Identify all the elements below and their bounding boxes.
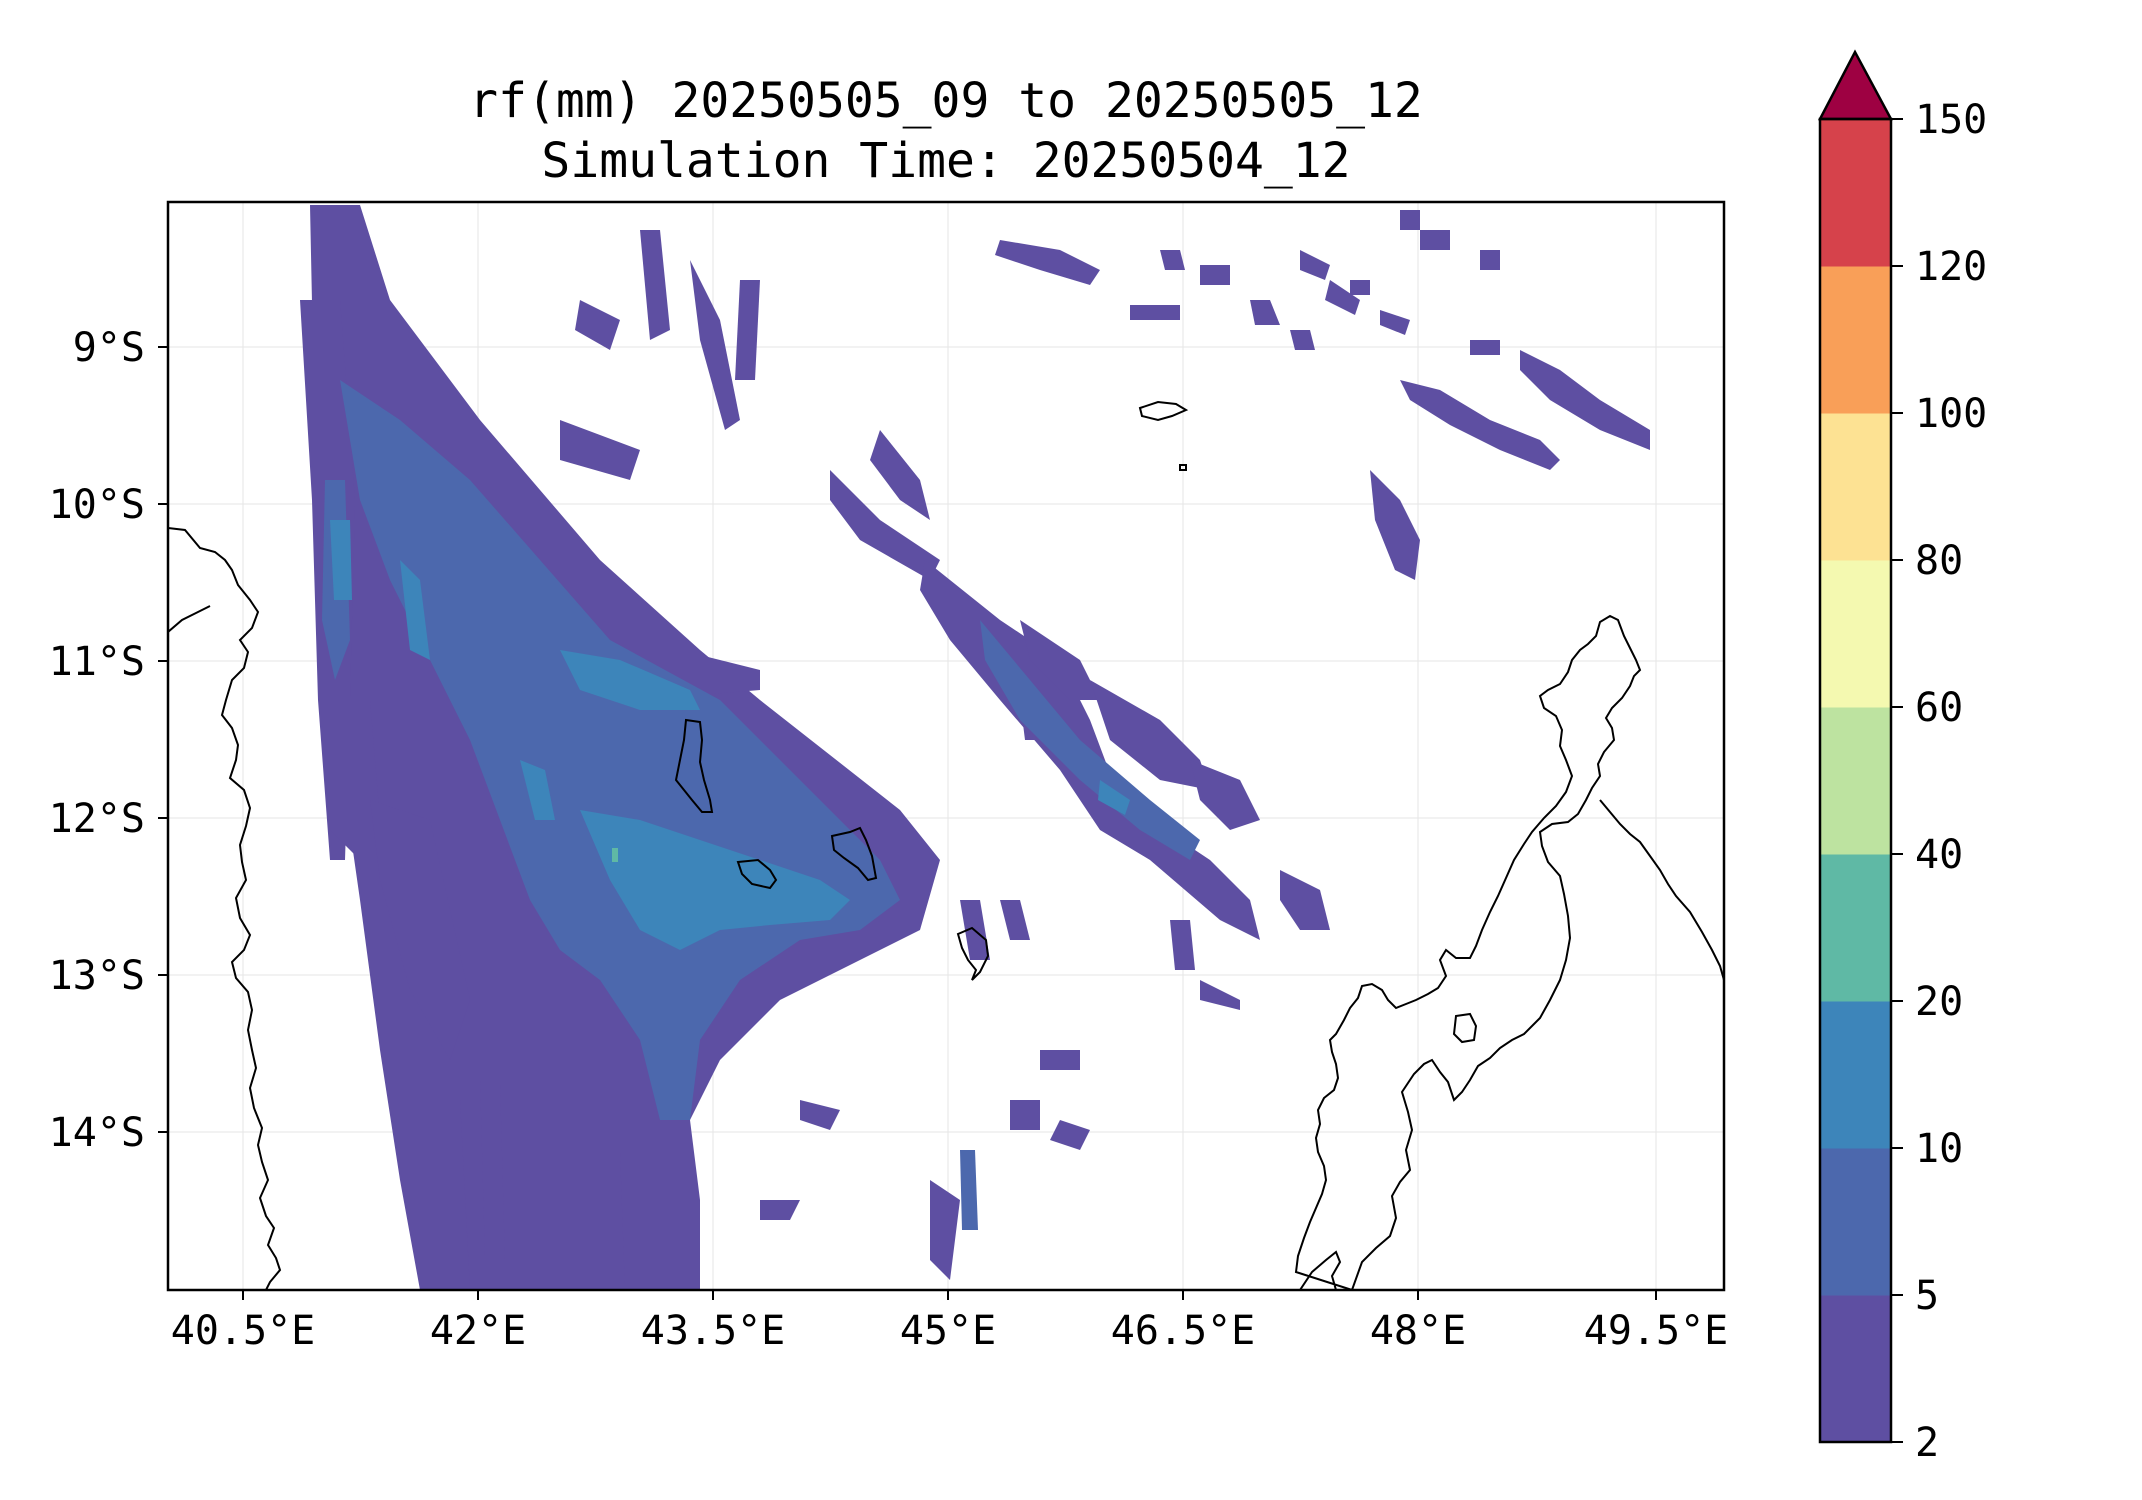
- colorbar-tick-label: 5: [1915, 1273, 1939, 1319]
- colorbar-tick-label: 40: [1915, 832, 1963, 878]
- colorbar: 2 5 10 20 40 60 80 100 120 150: [1817, 49, 1987, 1466]
- colorbar-frame: [1818, 117, 1893, 1444]
- nosy-be-outline: [1452, 1012, 1478, 1044]
- colorbar-extend-arrow: [1817, 49, 1894, 121]
- lon-tick-label: 48°E: [1370, 1308, 1466, 1354]
- lat-tick-label: 10°S: [49, 482, 145, 528]
- colorbar-band: [1820, 413, 1891, 561]
- glorioso-islet: [1179, 464, 1187, 471]
- colorbar-band: [1820, 119, 1891, 267]
- lat-tick-label: 9°S: [73, 325, 145, 371]
- lat-tick-label: 14°S: [49, 1110, 145, 1156]
- colorbar-tick-label: 100: [1915, 391, 1987, 437]
- colorbar-band: [1820, 1001, 1891, 1149]
- mayotte-outline: [956, 926, 990, 981]
- colorbar-band: [1820, 854, 1891, 1002]
- colorbar-tick-label: 10: [1915, 1126, 1963, 1172]
- rainfall-band-10-20: [330, 520, 1130, 950]
- longitude-ticks: [242, 1290, 1657, 1300]
- colorbar-tick-label: 60: [1915, 685, 1963, 731]
- longitude-labels: 40.5°E 42°E 43.5°E 45°E 46.5°E 48°E 49.5…: [171, 1308, 1729, 1354]
- lon-tick-label: 46.5°E: [1111, 1308, 1256, 1354]
- lon-tick-label: 40.5°E: [171, 1308, 316, 1354]
- coastlines: [168, 400, 1724, 1290]
- moheli-outline: [736, 858, 778, 890]
- colorbar-tick-label: 2: [1915, 1420, 1939, 1466]
- mozambique-coastline: [168, 527, 282, 1290]
- colorbar-band: [1820, 266, 1891, 414]
- glorioso-islands-outline: [1138, 400, 1189, 422]
- lon-tick-label: 43.5°E: [641, 1308, 786, 1354]
- title-line-1: rf(mm) 20250505_09 to 20250505_12: [469, 73, 1423, 129]
- title-line-2: Simulation Time: 20250504_12: [541, 133, 1351, 189]
- map-area: [168, 202, 1724, 1290]
- latitude-ticks: [158, 346, 168, 1133]
- colorbar-tick-label: 120: [1915, 244, 1987, 290]
- colorbar-band: [1820, 1295, 1891, 1443]
- colorbar-tick-label: 80: [1915, 538, 1963, 584]
- colorbar-ticks: 2 5 10 20 40 60 80 100 120 150: [1891, 97, 1987, 1466]
- madagascar-coastline: [1294, 614, 1642, 1290]
- rainfall-band-20-40: [612, 848, 618, 862]
- colorbar-tick-label: 20: [1915, 979, 1963, 1025]
- lat-tick-label: 12°S: [49, 796, 145, 842]
- colorbar-tick-label: 150: [1915, 97, 1987, 143]
- grande-comore-outline: [674, 718, 714, 813]
- mozambique-coast-inland-edge: [168, 605, 211, 633]
- colorbar-band: [1820, 1148, 1891, 1296]
- colorbar-band: [1820, 560, 1891, 708]
- latitude-labels: 9°S 10°S 11°S 12°S 13°S 14°S: [49, 325, 145, 1156]
- map-frame: [166, 200, 1726, 1292]
- lat-tick-label: 11°S: [49, 639, 145, 685]
- colorbar-bands: [1820, 119, 1891, 1443]
- lat-tick-label: 13°S: [49, 953, 145, 999]
- colorbar-band: [1820, 707, 1891, 855]
- lon-tick-label: 45°E: [900, 1308, 996, 1354]
- lon-tick-label: 42°E: [430, 1308, 526, 1354]
- lon-tick-label: 49.5°E: [1584, 1308, 1729, 1354]
- madagascar-north-tip: [1599, 799, 1724, 981]
- anjouan-outline: [830, 826, 878, 882]
